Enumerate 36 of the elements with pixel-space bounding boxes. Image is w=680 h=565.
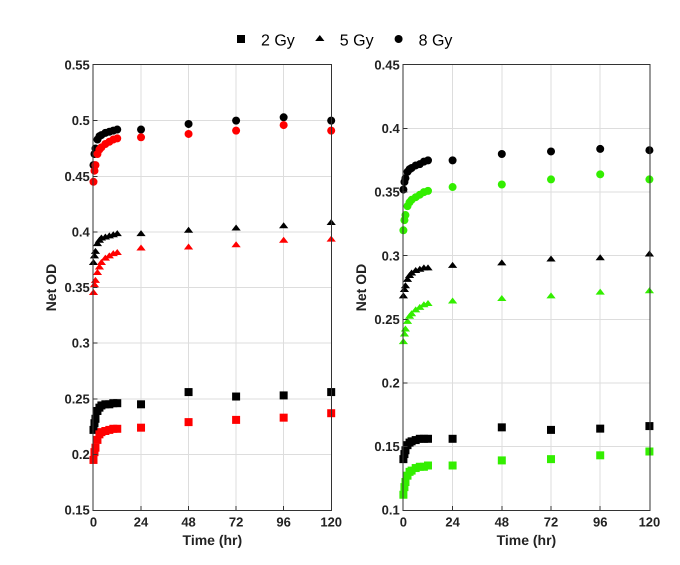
y-tick-label: 0.2 <box>382 375 400 390</box>
y-tick-label: 0.25 <box>374 312 400 327</box>
x-tick-label: 48 <box>494 514 510 530</box>
legend-label: 8 Gy <box>418 32 452 50</box>
x-tick-label: 0 <box>90 514 98 530</box>
y-tick-label: 0.2 <box>72 446 90 462</box>
x-axis-title: Time (hr) <box>496 532 556 548</box>
y-tick-label: 0.35 <box>64 280 90 296</box>
y-tick-label: 0.3 <box>382 248 400 264</box>
legend-label: 5 Gy <box>340 32 374 50</box>
y-tick-label: 0.35 <box>374 184 400 200</box>
x-tick-label: 24 <box>445 514 461 530</box>
y-tick-label: 0.4 <box>72 224 91 240</box>
x-tick-label: 72 <box>228 514 244 530</box>
x-tick-label: 96 <box>592 514 608 530</box>
y-tick-label: 0.4 <box>382 121 400 136</box>
x-tick-label: 120 <box>320 514 342 530</box>
x-axis-title: Time (hr) <box>182 532 242 548</box>
x-tick-label: 0 <box>400 514 408 530</box>
x-tick-label: 96 <box>276 514 291 530</box>
y-tick-label: 0.55 <box>64 58 90 73</box>
x-tick-label: 48 <box>181 514 196 530</box>
x-tick-label: 24 <box>134 514 150 530</box>
legend-label: 2 Gy <box>261 32 295 50</box>
y-tick-label: 0.1 <box>382 502 400 518</box>
y-tick-label: 0.5 <box>72 113 90 128</box>
y-tick-label: 0.45 <box>374 58 400 73</box>
y-tick-label: 0.15 <box>64 502 90 518</box>
x-tick-label: 72 <box>544 514 558 530</box>
y-tick-label: 0.45 <box>64 168 90 184</box>
y-tick-label: 0.3 <box>72 336 90 351</box>
y-tick-label: 0.25 <box>64 391 90 406</box>
x-tick-label: 120 <box>638 514 660 530</box>
y-axis-title: Net OD <box>352 264 369 312</box>
y-tick-label: 0.15 <box>374 438 400 454</box>
y-axis-title: Net OD <box>43 264 60 312</box>
